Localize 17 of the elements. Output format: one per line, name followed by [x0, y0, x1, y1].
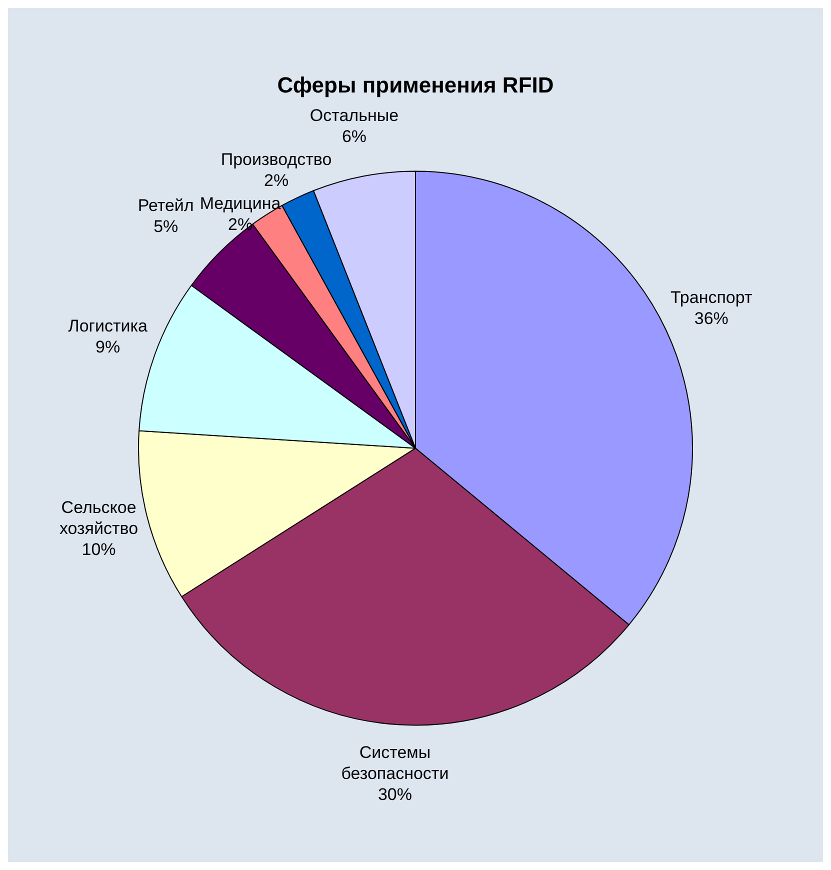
slice-label: Ретейл — [138, 196, 194, 216]
data-label: 2% — [228, 215, 253, 234]
slice-label: Производство — [220, 150, 332, 170]
data-label: 5% — [154, 217, 178, 236]
data-label: 2% — [264, 171, 289, 190]
slice-label: Системы безопасности — [341, 743, 449, 784]
slice-label: Логистика — [68, 316, 148, 336]
chart-title: Сферы применения RFID — [277, 72, 554, 98]
slice-label: Остальные — [310, 106, 399, 126]
data-label: 36% — [694, 309, 728, 328]
data-label: 6% — [342, 127, 367, 146]
slice-label: Сельское хозяйство — [59, 498, 138, 538]
data-label: 10% — [82, 540, 116, 560]
data-label: 9% — [96, 338, 120, 357]
slice-label: Транспорт — [670, 288, 752, 308]
slice-label: Медицина — [200, 194, 282, 214]
data-label: 30% — [378, 785, 412, 804]
